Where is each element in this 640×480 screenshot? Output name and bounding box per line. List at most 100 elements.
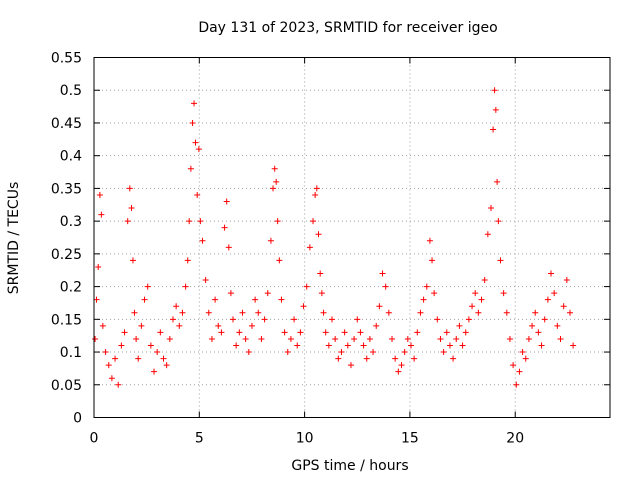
data-point <box>133 335 140 342</box>
data-point <box>239 309 246 316</box>
data-point <box>506 335 513 342</box>
data-point <box>236 329 243 336</box>
data-point <box>437 335 444 342</box>
data-point <box>205 309 212 316</box>
y-tick-labels: 0 0.05 0.1 0.15 0.2 0.25 0.3 0.35 0.4 0.45 0.5 0.55 <box>51 51 82 427</box>
data-point <box>443 329 450 336</box>
data-point <box>456 322 463 329</box>
data-point <box>223 198 230 205</box>
data-point <box>401 349 408 356</box>
data-point <box>197 218 204 225</box>
data-point <box>202 277 209 284</box>
data-point <box>363 355 370 362</box>
data-point <box>212 296 219 303</box>
data-point <box>370 349 377 356</box>
data-point <box>233 342 240 349</box>
data-point <box>267 237 274 244</box>
data-point <box>478 296 485 303</box>
data-point <box>184 257 191 264</box>
data-point <box>225 244 232 251</box>
data-point <box>332 335 339 342</box>
data-point <box>570 342 577 349</box>
data-point <box>465 316 472 323</box>
data-point <box>382 283 389 290</box>
data-point <box>532 309 539 316</box>
data-point <box>252 296 259 303</box>
data-point <box>462 329 469 336</box>
data-point <box>360 342 367 349</box>
data-point <box>322 329 329 336</box>
data-point <box>548 270 555 277</box>
data-point <box>494 178 501 185</box>
data-point <box>306 244 313 251</box>
data-point <box>488 205 495 212</box>
data-point <box>554 322 561 329</box>
data-point <box>475 309 482 316</box>
data-point <box>261 316 268 323</box>
data-point <box>230 316 237 323</box>
data-point <box>407 342 414 349</box>
data-point <box>278 296 285 303</box>
data-point <box>102 349 109 356</box>
data-point <box>303 283 310 290</box>
data-point <box>163 362 170 369</box>
data-point <box>194 191 201 198</box>
data-point <box>276 257 283 264</box>
chart-title: Day 131 of 2023, SRMTID for receiver ige… <box>198 20 497 36</box>
data-point <box>389 335 396 342</box>
data-point <box>404 335 411 342</box>
data-point <box>126 185 133 192</box>
y-axis-label: SRMTID / TECUs <box>6 182 22 295</box>
data-point <box>112 355 119 362</box>
y-tick-label: 0.25 <box>51 247 82 263</box>
data-points <box>92 87 577 388</box>
data-point <box>385 309 392 316</box>
data-point <box>300 303 307 310</box>
y-tick-label: 0.4 <box>60 149 82 165</box>
data-point <box>341 329 348 336</box>
data-point <box>95 263 102 270</box>
data-point <box>274 218 281 225</box>
data-point <box>176 322 183 329</box>
data-point <box>195 146 202 153</box>
data-point <box>160 355 167 362</box>
y-tick-label: 0 <box>73 411 82 427</box>
data-point <box>522 355 529 362</box>
data-point <box>335 355 342 362</box>
data-point <box>317 270 324 277</box>
data-point <box>491 87 498 94</box>
data-point <box>328 316 335 323</box>
data-point <box>440 349 447 356</box>
data-point <box>525 335 532 342</box>
data-point <box>338 349 345 356</box>
data-point <box>284 349 291 356</box>
data-point <box>199 237 206 244</box>
x-axis-label: GPS time / hours <box>291 458 408 474</box>
data-point <box>490 126 497 133</box>
data-point <box>513 381 520 388</box>
data-point <box>135 355 142 362</box>
data-point <box>154 349 161 356</box>
data-point <box>538 342 545 349</box>
data-point <box>128 205 135 212</box>
data-point <box>500 290 507 297</box>
data-point <box>187 165 194 172</box>
data-point <box>255 309 262 316</box>
data-point <box>379 270 386 277</box>
x-tick-label: 5 <box>195 431 204 447</box>
data-point <box>92 335 99 342</box>
data-point <box>318 290 325 297</box>
data-point <box>169 316 176 323</box>
data-point <box>325 342 332 349</box>
data-point <box>351 335 358 342</box>
data-point <box>141 296 148 303</box>
data-point <box>563 277 570 284</box>
data-point <box>446 342 453 349</box>
y-tick-label: 0.05 <box>51 378 82 394</box>
data-point <box>429 257 436 264</box>
data-point <box>245 349 252 356</box>
x-tick-label: 20 <box>506 431 524 447</box>
data-point <box>96 191 103 198</box>
data-point <box>182 283 189 290</box>
